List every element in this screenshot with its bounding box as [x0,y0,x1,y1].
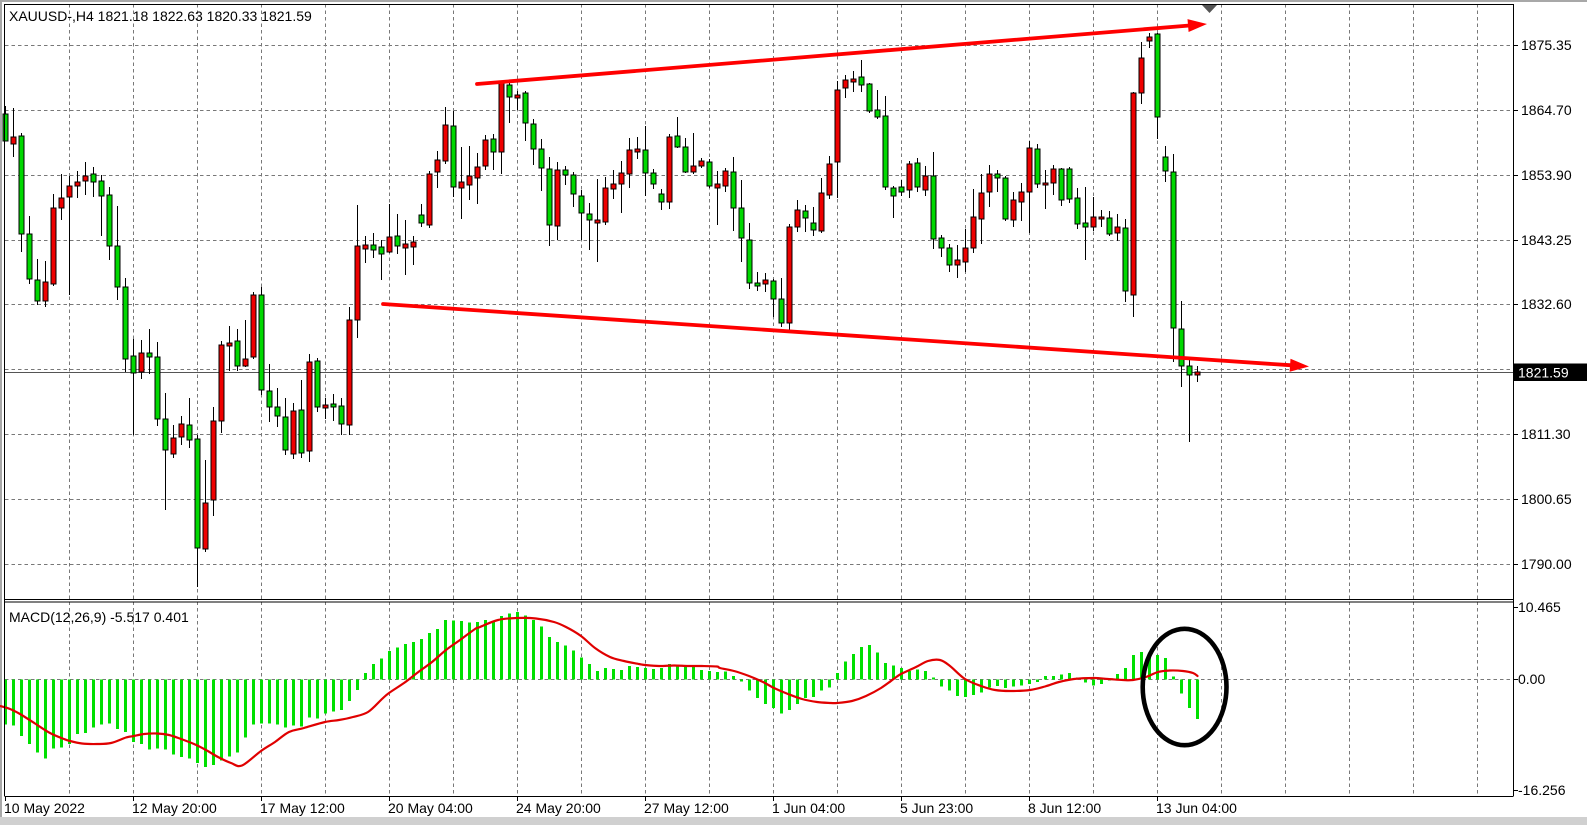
svg-text:1821.59: 1821.59 [1518,365,1569,381]
svg-text:27 May 12:00: 27 May 12:00 [644,800,729,816]
svg-text:XAUUSD-,H4 1821.18 1822.63 18: XAUUSD-,H4 1821.18 1822.63 1820.33 1821.… [9,8,312,24]
svg-text:0.00: 0.00 [1518,671,1545,687]
svg-text:12 May 20:00: 12 May 20:00 [132,800,217,816]
svg-text:13 Jun 04:00: 13 Jun 04:00 [1156,800,1237,816]
svg-text:1790.00: 1790.00 [1521,556,1572,572]
svg-text:8 Jun 12:00: 8 Jun 12:00 [1028,800,1101,816]
svg-text:1864.70: 1864.70 [1521,102,1572,118]
svg-text:1811.30: 1811.30 [1521,426,1571,442]
svg-text:24 May 20:00: 24 May 20:00 [516,800,601,816]
svg-text:-16.256: -16.256 [1518,782,1566,798]
svg-text:10.465: 10.465 [1518,599,1561,615]
svg-text:1875.35: 1875.35 [1521,37,1572,53]
svg-text:5 Jun 23:00: 5 Jun 23:00 [900,800,973,816]
svg-text:MACD(12,26,9) -5.517 0.401: MACD(12,26,9) -5.517 0.401 [9,609,189,625]
svg-text:20 May 04:00: 20 May 04:00 [388,800,473,816]
svg-text:1832.60: 1832.60 [1521,296,1572,312]
svg-text:1800.65: 1800.65 [1521,491,1572,507]
svg-text:1853.90: 1853.90 [1521,167,1572,183]
svg-text:17 May 12:00: 17 May 12:00 [260,800,345,816]
svg-text:1 Jun 04:00: 1 Jun 04:00 [772,800,845,816]
svg-text:10 May 2022: 10 May 2022 [4,800,85,816]
svg-text:1843.25: 1843.25 [1521,232,1572,248]
